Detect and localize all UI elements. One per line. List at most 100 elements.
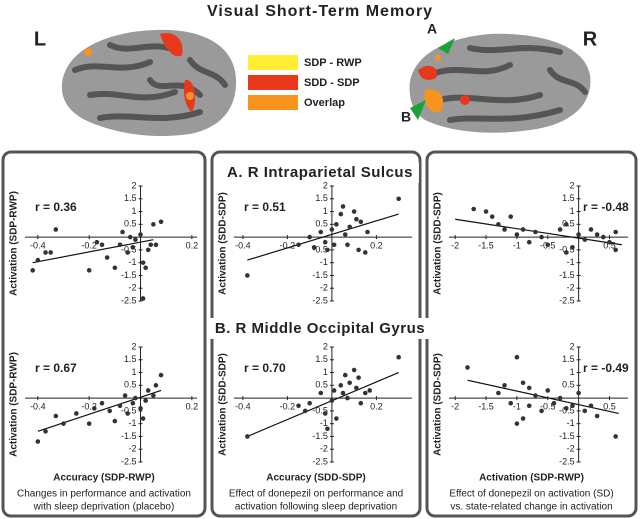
y-tick-label: -0.5 [312,405,328,415]
y-tick-label: -1 [129,418,137,428]
legend-label: SDD - SDP [304,77,360,89]
point [588,227,594,232]
x-tick-label: -1 [513,240,521,250]
point [526,385,532,391]
point [133,395,138,401]
point [594,413,600,419]
point [117,242,123,248]
y-tick-label: -2 [567,444,575,454]
x-tick-label: -0.4 [235,240,251,250]
point [140,296,146,301]
y-tick-label: 1 [570,206,575,216]
point [125,411,130,416]
y-tick-label: 1.5 [562,354,575,364]
point [112,418,118,424]
caption: Effect of donepezil on performance and [229,489,403,500]
legend-label: Overlap [304,97,345,109]
point [613,434,618,439]
point [318,390,324,396]
x-tick-label: -0.4 [30,401,46,411]
y-tick-label: 1.5 [124,193,137,203]
point [396,196,401,202]
y-tick-label: -1 [567,257,575,267]
point [338,211,344,217]
point [356,375,361,380]
y-tick-label: -1 [320,418,328,428]
y-tick-label: 1 [323,206,328,216]
y-axis-label: Activation (SDP-RWP) [9,191,20,296]
x-axis-label: Activation (SDP-RWP) [479,473,584,484]
point [331,242,337,248]
point [496,390,501,396]
point [347,380,353,386]
point [74,411,79,416]
point [331,388,337,393]
y-tick-label: -1.5 [559,270,575,280]
point [127,234,133,240]
y-tick-label: 2 [323,341,328,351]
point [563,250,569,255]
correlation-label: r = 0.36 [35,200,77,214]
correlation-label: r = 0.70 [244,361,286,375]
point [325,247,330,253]
point [471,206,476,212]
point [140,416,146,421]
point [145,388,151,393]
point [104,255,110,260]
point [570,403,575,409]
point [311,245,317,250]
region-marker: A [427,21,437,37]
x-axis-label: Accuracy (SDD-SDP) [266,473,365,484]
point [351,209,357,214]
point [576,390,581,396]
point [601,234,606,240]
point [545,388,551,393]
x-tick-label: -0.4 [235,401,251,411]
y-tick-label: -1.5 [312,431,328,441]
point [322,239,328,245]
fit-line [247,213,399,261]
point [514,232,520,237]
point [138,406,143,411]
point [35,439,41,444]
point [557,395,563,401]
point [365,229,370,235]
point [502,227,507,232]
point [107,408,113,414]
point [122,393,128,398]
x-axis-label: Accuracy (SDP-RWP) [53,473,155,484]
x-tick-label: -0.4 [30,240,46,250]
legend-label: SDP - RWP [304,57,362,69]
point [322,411,328,416]
point [351,367,357,373]
panel-box [1,150,207,518]
point [153,383,159,388]
y-tick-label: 0.5 [315,380,328,390]
y-tick-label: 1 [132,206,137,216]
caption: with sleep deprivation (placebo) [33,502,175,513]
point [145,247,151,253]
x-tick-label: -2 [451,401,459,411]
x-tick-label: 0.5 [603,401,616,411]
y-tick-label: 1 [323,367,328,377]
point [117,403,123,409]
fit-line [247,372,399,437]
point [358,400,364,406]
x-tick-label: -1.5 [478,240,494,250]
x-tick-label: -0.2 [280,401,296,411]
point [86,421,92,426]
point [526,403,532,409]
point [99,242,105,248]
point [367,388,373,393]
point [582,408,588,414]
panel-title-bg [208,317,432,339]
point [345,242,350,248]
correlation-label: r = -0.48 [583,200,629,214]
point [545,242,551,248]
point [151,222,156,227]
point [354,216,359,222]
y-tick-label: -2 [320,444,328,454]
point [296,403,301,409]
y-tick-label: 1.5 [562,193,575,203]
hemisphere-label: R [583,28,598,50]
